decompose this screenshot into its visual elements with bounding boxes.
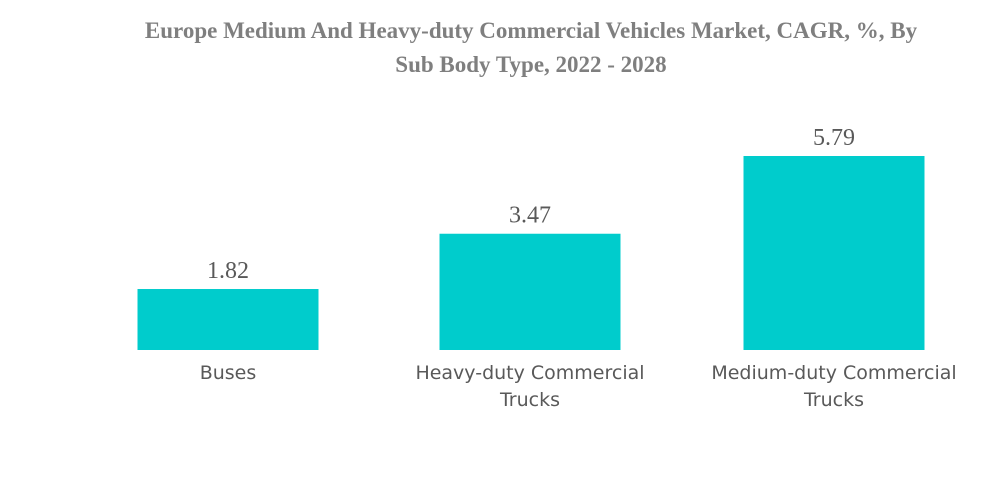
data-labels: 1.82 3.47 5.79 [207,125,855,284]
data-label-1: 1.82 [207,258,249,284]
category-label-2-line-2: Trucks [499,389,560,411]
data-label-2: 3.47 [509,203,551,229]
category-label-2-line-1: Heavy-duty Commercial [415,362,644,384]
bar-2 [439,233,621,350]
bar-3 [743,156,925,350]
chart-title-line-1: Europe Medium And Heavy-duty Commercial … [145,18,918,43]
bars [137,156,925,350]
chart-title-line-2: Sub Body Type, 2022 - 2028 [395,52,666,77]
category-label-1-line-1: Buses [200,362,257,384]
data-label-3: 5.79 [813,125,855,151]
bar-1 [137,289,319,350]
category-labels: Buses Heavy-duty Commercial Trucks Medium-d… [200,362,957,411]
category-label-3-line-1: Medium-duty Commercial [711,362,956,384]
category-label-3-line-2: Trucks [803,389,864,411]
chart-title: Europe Medium And Heavy-duty Commercial … [145,18,918,77]
